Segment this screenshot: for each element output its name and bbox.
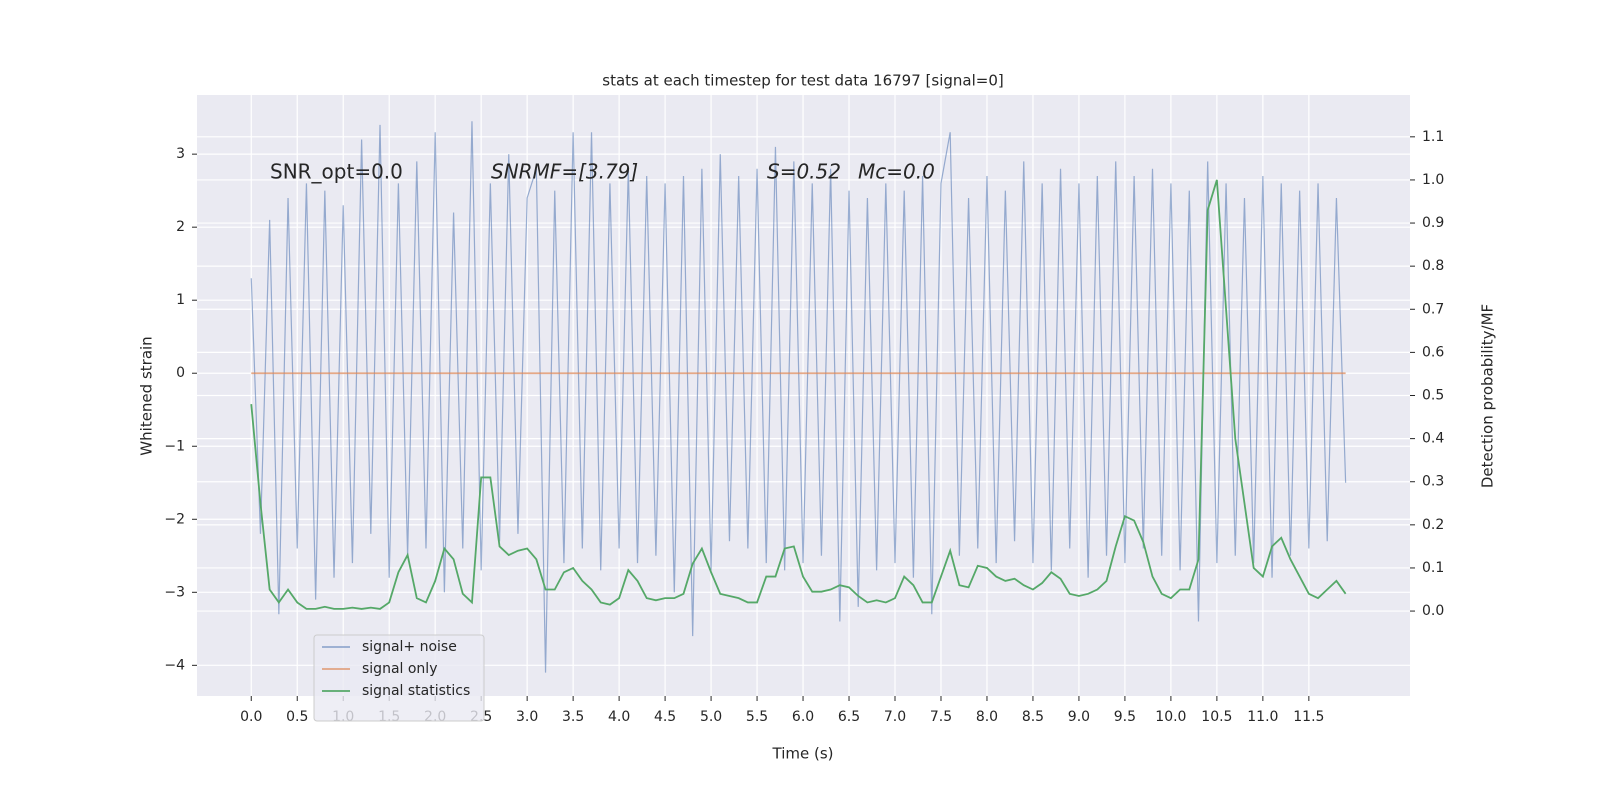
x-tick-label: 9.5 <box>1114 709 1136 725</box>
y2-axis-label: Detection probability/MF <box>1479 304 1497 488</box>
y-tick-label: −3 <box>164 584 185 600</box>
y-tick-label: 3 <box>176 146 185 162</box>
y2-tick-label: 0.1 <box>1422 560 1444 576</box>
y-tick-label: −2 <box>164 511 185 527</box>
y2-tick-label: 0.4 <box>1422 431 1444 447</box>
annotation: SNRMF=[3.79] <box>491 160 638 184</box>
y2-tick-label: 0.5 <box>1422 388 1444 404</box>
x-tick-label: 6.5 <box>838 709 860 725</box>
series-line <box>250 121 1347 673</box>
x-tick-label: 0.5 <box>286 709 308 725</box>
y-tick-label: −1 <box>164 438 185 454</box>
x-tick-label: 8.0 <box>976 709 998 725</box>
annotation: SNR_opt=0.0 <box>270 160 403 184</box>
series-line <box>250 179 1347 610</box>
y-tick-label: −4 <box>164 657 185 673</box>
y2-tick-label: 0.9 <box>1422 215 1444 231</box>
y2-tick-label: 0.0 <box>1422 603 1444 619</box>
legend: signal+ noise signal only signal statistic… <box>313 634 485 722</box>
x-tick-label: 3.0 <box>516 709 538 725</box>
legend-box <box>313 634 485 722</box>
x-tick-label: 10.5 <box>1201 709 1232 725</box>
x-tick-label: 11.0 <box>1247 709 1278 725</box>
annotation: Mc=0.0 <box>858 160 935 184</box>
y-tick-label: 0 <box>176 365 185 381</box>
y2-tick-label: 0.7 <box>1422 301 1444 317</box>
legend-label: signal+ noise <box>362 639 457 655</box>
y2-tick-label: 0.2 <box>1422 517 1444 533</box>
annotation: S=0.52 <box>767 160 841 184</box>
x-tick-label: 8.5 <box>1022 709 1044 725</box>
chart-title: stats at each timestep for test data 167… <box>602 72 1003 90</box>
y-axis-label: Whitened strain <box>138 336 156 455</box>
x-axis-label: Time (s) <box>772 745 834 763</box>
x-tick-label: 5.5 <box>746 709 768 725</box>
legend-label: signal statistics <box>362 683 470 699</box>
y2-tick-label: 0.8 <box>1422 258 1444 274</box>
x-tick-label: 11.5 <box>1293 709 1324 725</box>
y-tick-label: 1 <box>176 292 185 308</box>
x-tick-label: 10.0 <box>1155 709 1186 725</box>
x-tick-label: 5.0 <box>700 709 722 725</box>
y2-tick-label: 1.0 <box>1422 172 1444 188</box>
y2-tick-label: 1.1 <box>1422 129 1444 145</box>
legend-label: signal only <box>362 661 437 677</box>
y2-tick-label: 0.3 <box>1422 474 1444 490</box>
x-tick-label: 6.0 <box>792 709 814 725</box>
x-tick-label: 7.0 <box>884 709 906 725</box>
x-tick-label: 7.5 <box>930 709 952 725</box>
x-tick-label: 0.0 <box>240 709 262 725</box>
x-tick-label: 4.5 <box>654 709 676 725</box>
y-tick-label: 2 <box>176 219 185 235</box>
x-tick-label: 4.0 <box>608 709 630 725</box>
x-tick-label: 9.0 <box>1068 709 1090 725</box>
x-tick-label: 3.5 <box>562 709 584 725</box>
y2-tick-label: 0.6 <box>1422 344 1444 360</box>
